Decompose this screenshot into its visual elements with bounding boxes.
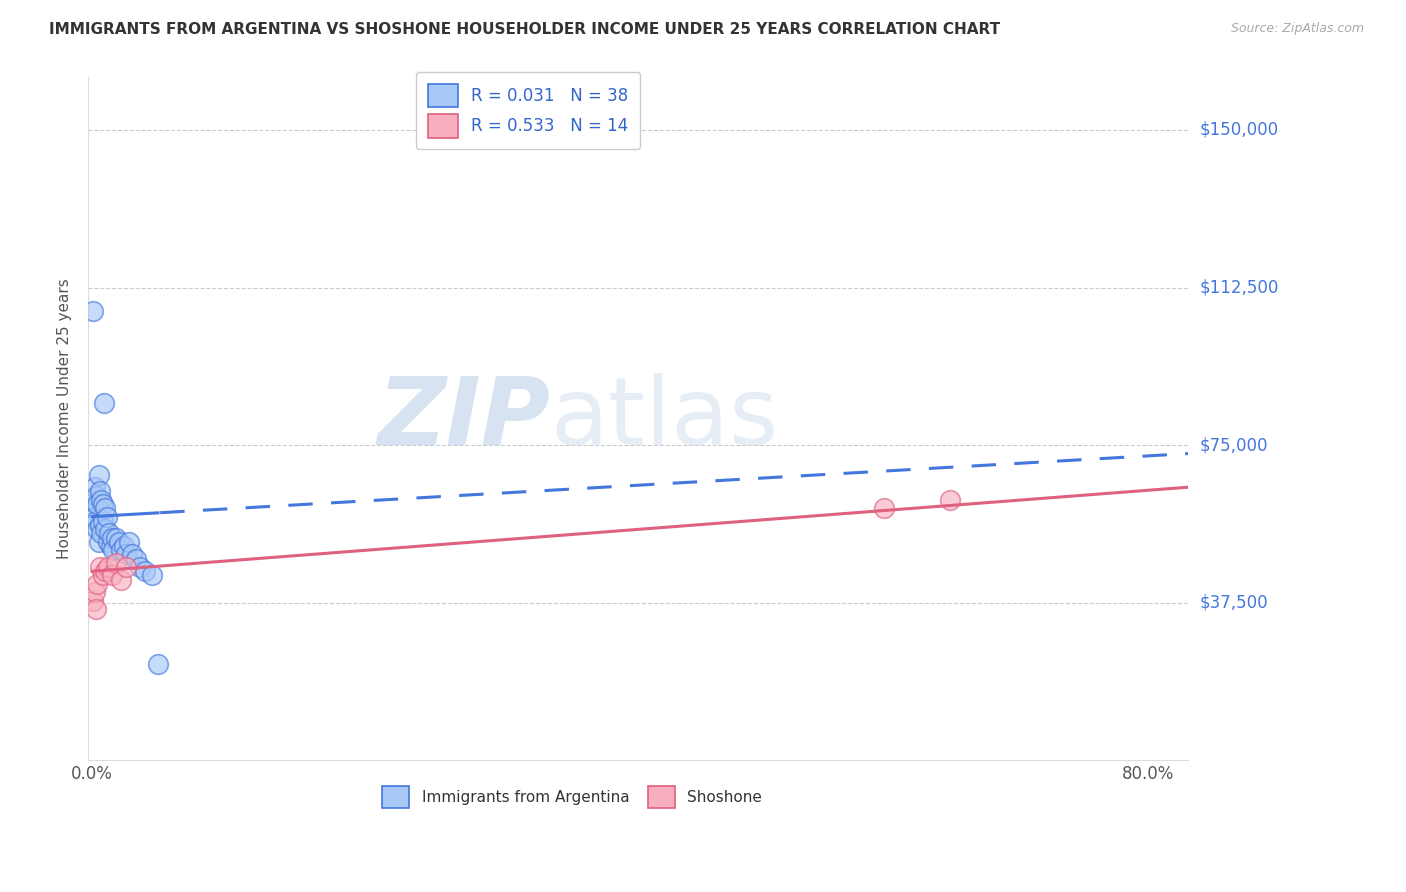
Point <box>107 534 129 549</box>
Text: $37,500: $37,500 <box>1199 594 1268 612</box>
Point <box>115 548 138 562</box>
Point <box>110 573 132 587</box>
Point <box>97 534 120 549</box>
Point <box>104 556 127 570</box>
Point <box>82 593 104 607</box>
Point <box>125 551 148 566</box>
Point <box>100 539 122 553</box>
Point <box>89 518 111 533</box>
Point <box>86 497 108 511</box>
Text: $112,500: $112,500 <box>1199 278 1278 296</box>
Point <box>87 467 110 482</box>
Point <box>89 560 111 574</box>
Point <box>82 492 104 507</box>
Point <box>83 509 105 524</box>
Y-axis label: Householder Income Under 25 years: Householder Income Under 25 years <box>58 278 72 559</box>
Point <box>94 564 117 578</box>
Text: Source: ZipAtlas.com: Source: ZipAtlas.com <box>1230 22 1364 36</box>
Point <box>86 577 108 591</box>
Point <box>110 543 132 558</box>
Point <box>873 501 896 516</box>
Point <box>83 480 105 494</box>
Point <box>86 522 108 536</box>
Point <box>134 564 156 578</box>
Point <box>96 509 118 524</box>
Point <box>89 484 111 499</box>
Point <box>90 492 112 507</box>
Point <box>84 514 107 528</box>
Point <box>146 657 169 671</box>
Legend: Immigrants from Argentina, Shoshone: Immigrants from Argentina, Shoshone <box>375 780 768 814</box>
Point <box>118 534 141 549</box>
Point <box>91 514 114 528</box>
Point <box>82 303 104 318</box>
Point <box>87 534 110 549</box>
Point <box>94 522 117 536</box>
Point <box>90 526 112 541</box>
Point <box>82 501 104 516</box>
Text: $75,000: $75,000 <box>1199 436 1268 454</box>
Point <box>84 489 107 503</box>
Point <box>97 560 120 574</box>
Point <box>112 539 135 553</box>
Point <box>104 531 127 545</box>
Point <box>121 548 143 562</box>
Point <box>103 543 125 558</box>
Text: IMMIGRANTS FROM ARGENTINA VS SHOSHONE HOUSEHOLDER INCOME UNDER 25 YEARS CORRELAT: IMMIGRANTS FROM ARGENTINA VS SHOSHONE HO… <box>49 22 1000 37</box>
Point <box>115 560 138 574</box>
Text: atlas: atlas <box>550 373 779 465</box>
Point <box>141 568 163 582</box>
Point <box>93 396 115 410</box>
Point <box>83 585 105 599</box>
Point <box>84 602 107 616</box>
Point <box>94 501 117 516</box>
Point <box>91 497 114 511</box>
Point <box>128 560 150 574</box>
Point <box>101 568 124 582</box>
Point <box>91 568 114 582</box>
Point <box>939 492 962 507</box>
Text: $150,000: $150,000 <box>1199 121 1278 139</box>
Point <box>98 526 121 541</box>
Point <box>101 531 124 545</box>
Text: ZIP: ZIP <box>377 373 550 465</box>
